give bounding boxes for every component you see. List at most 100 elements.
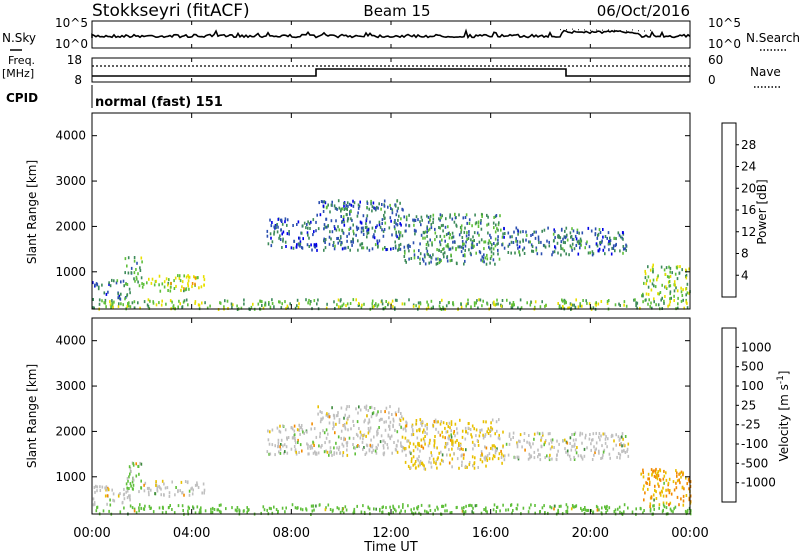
echo-cell [389,435,391,439]
echo-cell [489,261,491,265]
echo-cell [450,435,453,439]
echo-cell [685,298,687,302]
echo-cell [139,306,141,310]
echo-cell [324,246,327,250]
echo-cell [522,506,525,510]
echo-cell [429,438,431,442]
echo-cell [594,448,596,452]
echo-cell [349,248,351,252]
echo-cell [97,287,100,291]
echo-cell [445,304,448,308]
echo-cell [445,244,448,248]
echo-cell [355,233,357,237]
echo-cell [539,305,542,309]
echo-cell [194,301,196,305]
echo-cell [519,240,521,244]
echo-cell [400,223,402,227]
echo-cell [332,413,335,417]
echo-cell [137,272,139,276]
echo-cell [403,255,406,258]
echo-cell [384,216,386,220]
echo-cell [396,209,399,213]
echo-cell [597,302,600,306]
echo-cell [646,482,648,485]
echo-cell [433,460,435,464]
echo-cell [463,506,465,510]
echo-cell [360,242,363,246]
echo-cell [623,510,625,514]
echo-cell [320,417,322,421]
echo-cell [488,452,491,456]
echo-cell [310,220,312,224]
echo-cell [375,451,378,455]
echo-cell [585,433,587,437]
echo-cell [516,442,519,446]
echo-cell [125,482,128,486]
echo-cell [371,412,374,416]
echo-cell [126,264,128,268]
echo-cell [686,306,689,310]
echo-cell [586,509,588,512]
echo-cell [315,435,318,439]
echo-cell [553,228,555,232]
echo-cell [399,419,402,422]
echo-cell [680,470,683,474]
echo-cell [566,505,569,509]
echo-cell [300,231,303,235]
echo-cell [585,242,588,246]
echo-cell [132,462,135,466]
echo-cell [494,237,497,241]
echo-cell [250,305,253,309]
echo-cell [527,457,530,461]
echo-cell [356,445,358,449]
echo-cell [202,482,205,486]
echo-cell [472,447,474,451]
echo-cell [312,504,315,508]
echo-cell [104,486,106,490]
echo-cell [363,302,365,306]
echo-cell [120,280,122,284]
echo-cell [194,282,196,286]
echo-cell [498,221,500,225]
echo-cell [482,436,485,440]
echo-cell [500,456,503,459]
echo-cell [442,504,445,508]
echo-cell [92,281,94,285]
echo-cell [441,298,443,302]
echo-cell [557,510,560,514]
echo-cell [312,218,315,222]
echo-cell [492,247,495,251]
echo-cell [332,244,334,247]
echo-cell [315,220,317,224]
echo-cell [365,219,368,223]
echo-cell [635,301,637,305]
echo-cell [381,302,384,306]
echo-cell [438,226,440,229]
echo-cell [582,299,584,302]
echo-cell [128,475,130,479]
echo-cell [309,302,311,306]
echo-cell [291,427,294,431]
echo-cell [482,420,485,424]
echo-cell [548,244,551,248]
echo-cell [424,255,426,259]
echo-cell [491,447,494,451]
echo-cell [281,222,284,226]
echo-cell [444,503,447,507]
echo-cell [498,418,500,422]
echo-cell [278,450,280,454]
echo-cell [597,249,600,253]
echo-cell [452,301,454,305]
echo-cell [369,426,372,430]
echo-cell [444,436,446,440]
echo-cell [181,504,184,508]
echo-cell [511,235,513,239]
echo-cell [385,506,387,510]
echo-cell [455,223,457,227]
echo-cell [447,425,450,429]
echo-cell [326,302,328,306]
echo-cell [441,430,443,434]
echo-cell [542,433,544,437]
echo-cell [678,478,680,482]
echo-cell [92,503,95,507]
